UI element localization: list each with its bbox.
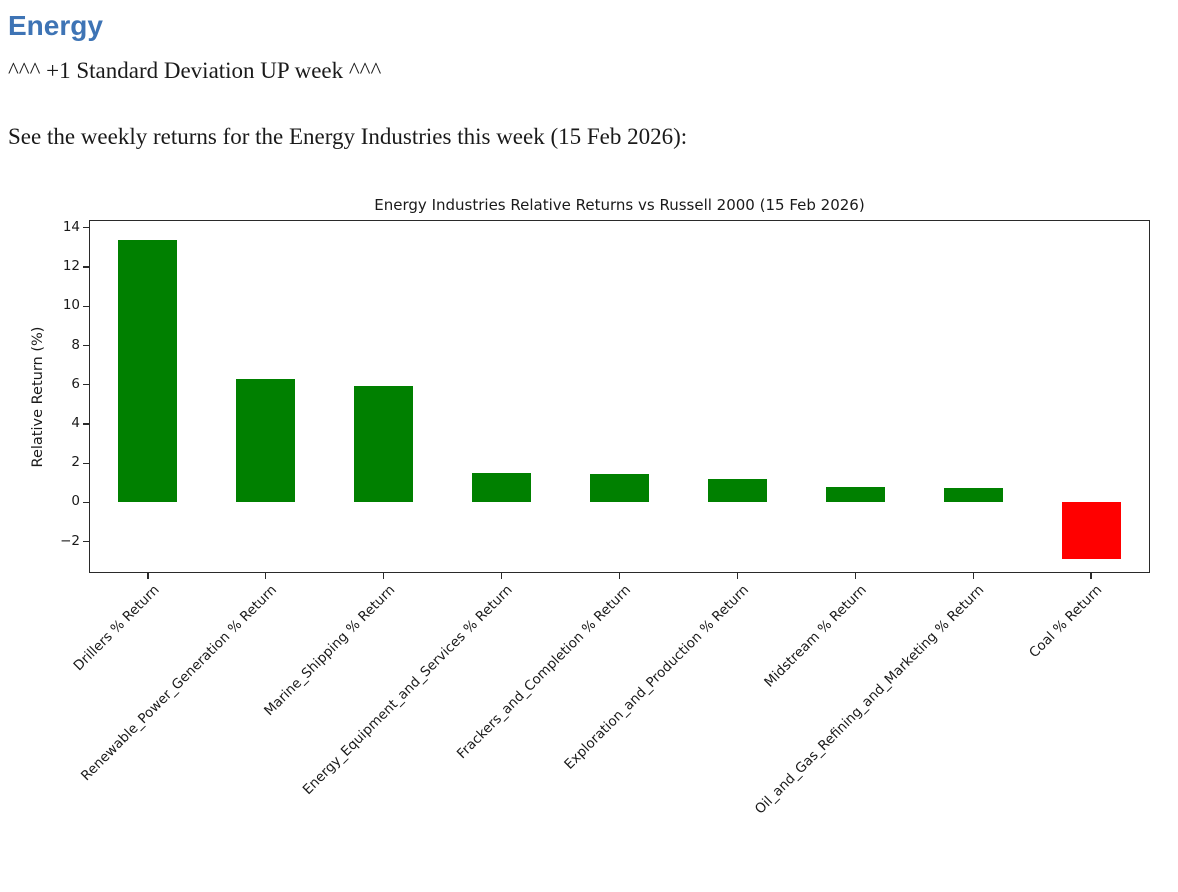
x-tick-label: Coal % Return [1026,582,1106,662]
y-tick-mark [83,227,89,229]
x-tick-mark [383,573,385,579]
stddev-annotation: ^^^ +1 Standard Deviation UP week ^^^ [8,58,382,83]
x-tick-label: Midstream % Return [761,582,870,691]
y-tick-label: 14 [62,218,80,235]
bar [943,487,1003,503]
y-tick-label: 12 [62,258,80,275]
x-tick-label: Energy_Equipment_and_Services % Return [300,582,516,798]
x-tick-mark [854,573,856,579]
x-tick-mark [1090,573,1092,579]
y-tick-label: 8 [71,336,80,353]
y-tick-mark [83,266,89,268]
bar [236,378,296,503]
bar [707,478,767,503]
x-tick-mark [618,573,621,579]
y-tick-mark [83,423,89,425]
x-tick-mark [501,573,503,579]
bar [472,472,532,503]
y-tick-label: 6 [71,375,80,392]
y-tick-mark [83,462,89,464]
bar [825,486,885,503]
x-tick-label: Oil_and_Gas_Refining_and_Marketing % Ret… [752,582,988,818]
y-tick-mark [83,541,89,543]
x-tick-mark [736,573,738,579]
y-tick-label: 2 [71,454,80,471]
y-tick-label: 4 [71,414,80,431]
y-tick-label: 10 [62,297,80,314]
x-tick-mark [147,573,149,579]
y-tick-mark [83,384,89,386]
chart-title: Energy Industries Relative Returns vs Ru… [374,196,865,214]
x-tick-label: Marine_Shipping % Return [260,582,399,720]
x-tick-mark [265,573,267,579]
y-tick-label: 0 [71,493,80,510]
y-tick-label: −2 [60,532,80,549]
x-tick-label: Drillers % Return [70,582,163,675]
x-tick-label: Exploration_and_Production % Return [560,582,752,773]
intro-text: See the weekly returns for the Energy In… [8,124,688,149]
y-tick-mark [83,501,89,503]
bar [118,239,178,503]
y-tick-mark [83,305,89,307]
x-tick-label: Renewable_Power_Generation % Return [78,582,281,785]
bar [354,385,414,503]
y-tick-mark [83,344,89,347]
section-heading: Energy [8,10,103,41]
bar [590,473,649,503]
bar [1061,502,1121,560]
x-tick-mark [972,573,974,579]
